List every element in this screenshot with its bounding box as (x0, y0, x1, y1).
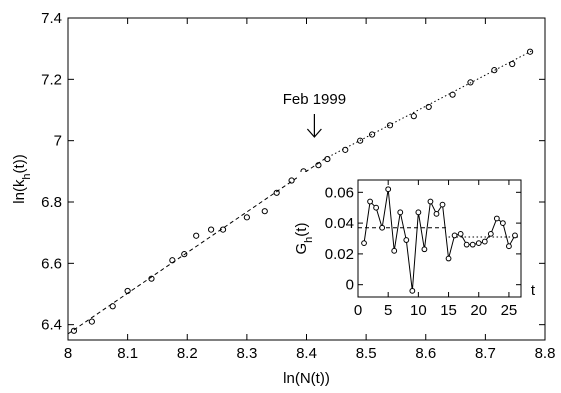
annotation-arrow-head (306, 128, 322, 138)
main-data-point (509, 60, 516, 68)
main-y-tick-label: 7.4 (41, 10, 62, 27)
inset-y-axis-title: Gh(t) (293, 223, 315, 255)
inset-data-point (397, 209, 404, 216)
main-data-point (193, 232, 200, 239)
main-data-point (288, 177, 295, 184)
inset-plot: 0 5 10 15 20 25 0 0.02 0.04 0.06 t Gh(t) (293, 172, 536, 322)
inset-data-point (451, 232, 458, 239)
inset-x-tick-label: 0 (354, 302, 362, 319)
main-data-point (386, 122, 394, 129)
inset-data-point (433, 210, 440, 217)
main-y-tick-label: 7.2 (41, 71, 62, 88)
inset-data-point (512, 232, 518, 239)
inset-x-tick-label: 5 (384, 302, 392, 319)
inset-y-tick-label: 0.06 (325, 184, 354, 201)
main-data-point (88, 318, 95, 325)
main-y-tick-label: 6.4 (41, 317, 62, 334)
inset-data-point (493, 215, 500, 222)
main-x-tick-label: 8 (64, 345, 72, 362)
inset-data-point (409, 287, 416, 294)
inset-data-point (391, 247, 398, 254)
main-x-tick-label: 8.6 (415, 345, 436, 362)
main-data-point (148, 275, 155, 282)
inset-y-axis-title-part-1: h (303, 237, 315, 243)
inset-data-point (475, 240, 482, 247)
main-data-point (208, 226, 215, 233)
main-data-point (219, 226, 227, 233)
inset-data-point (415, 209, 422, 216)
inset-data-point (421, 246, 428, 253)
main-fit-line-dashed (67, 158, 325, 335)
main-data-point (491, 67, 498, 74)
main-x-tick-label: 8.5 (356, 345, 377, 362)
inset-data-point (373, 204, 380, 211)
inset-data-point (463, 241, 470, 248)
inset-data-point (481, 238, 488, 245)
main-data-point (261, 208, 268, 215)
inset-x-axis-title: t (531, 282, 536, 299)
main-data-point (410, 113, 417, 120)
inset-data-point (379, 224, 386, 231)
inset-x-tick-label: 25 (501, 302, 518, 319)
inset-y-tick-label: 0.04 (325, 215, 354, 232)
main-x-tick-label: 8.8 (535, 345, 556, 362)
main-data-point (315, 162, 322, 169)
main-y-axis-title-part-2: (t)) (11, 154, 28, 173)
main-data-point (357, 137, 364, 144)
inset-x-tick-label: 20 (470, 302, 487, 319)
main-data-point (342, 146, 349, 153)
main-data-point (526, 48, 534, 55)
main-data-point (368, 131, 376, 138)
inset-y-axis-title-part-2: (t) (293, 223, 310, 237)
inset-data-point (439, 201, 446, 208)
main-data-point (449, 91, 456, 98)
inset-x-tick-label: 15 (440, 302, 457, 319)
inset-x-tick-label: 10 (410, 302, 427, 319)
main-data-point (70, 327, 78, 334)
inset-data-point (469, 241, 476, 248)
inset-y-tick-label: 0 (346, 277, 354, 294)
inset-data-point (499, 220, 506, 227)
main-y-axis-title-part-1: h (21, 173, 33, 179)
main-y-tick-label: 7 (54, 133, 62, 150)
main-data-point (169, 257, 176, 264)
main-data-point (425, 103, 432, 111)
main-data-point (124, 287, 131, 295)
main-y-axis-title-part-0: ln(k (11, 179, 28, 204)
main-data-point (181, 251, 188, 258)
main-x-tick-label: 8.4 (296, 345, 317, 362)
main-plot: 8 8.1 8.2 8.3 8.4 8.5 8.6 8.7 8.8 6.4 6.6 6.8 7 7.2 7.… (11, 10, 555, 387)
inset-data-point (427, 198, 434, 205)
main-x-axis-title: ln(N(t)) (283, 370, 330, 387)
inset-y-tick-label: 0.02 (325, 246, 354, 263)
inset-data-point (367, 198, 373, 205)
main-x-tick-label: 8.3 (236, 345, 257, 362)
inset-data-point (445, 255, 452, 262)
inset-data-point (457, 230, 464, 237)
main-y-axis-title: ln(kh(t)) (11, 154, 33, 203)
main-data-point (109, 303, 116, 310)
inset-data-point (385, 186, 392, 193)
main-data-point (467, 79, 474, 86)
inset-data-point (487, 230, 494, 237)
main-x-tick-label: 8.7 (475, 345, 496, 362)
inset-y-axis-title-part-0: G (293, 243, 310, 255)
main-data-point (243, 214, 250, 221)
main-x-tick-label: 8.1 (117, 345, 138, 362)
inset-plot-frame (357, 179, 522, 298)
main-y-tick-label: 6.6 (41, 255, 62, 272)
main-data-point (324, 155, 331, 163)
inset-data-point (403, 237, 410, 243)
main-x-tick-label: 8.2 (177, 345, 198, 362)
main-y-tick-label: 6.8 (41, 194, 62, 211)
annotation-label: Feb 1999 (283, 91, 346, 108)
main-data-point (273, 189, 280, 196)
inset-data-point (506, 243, 512, 250)
main-fit-line-dotted (324, 49, 534, 160)
inset-data-point (361, 240, 367, 247)
